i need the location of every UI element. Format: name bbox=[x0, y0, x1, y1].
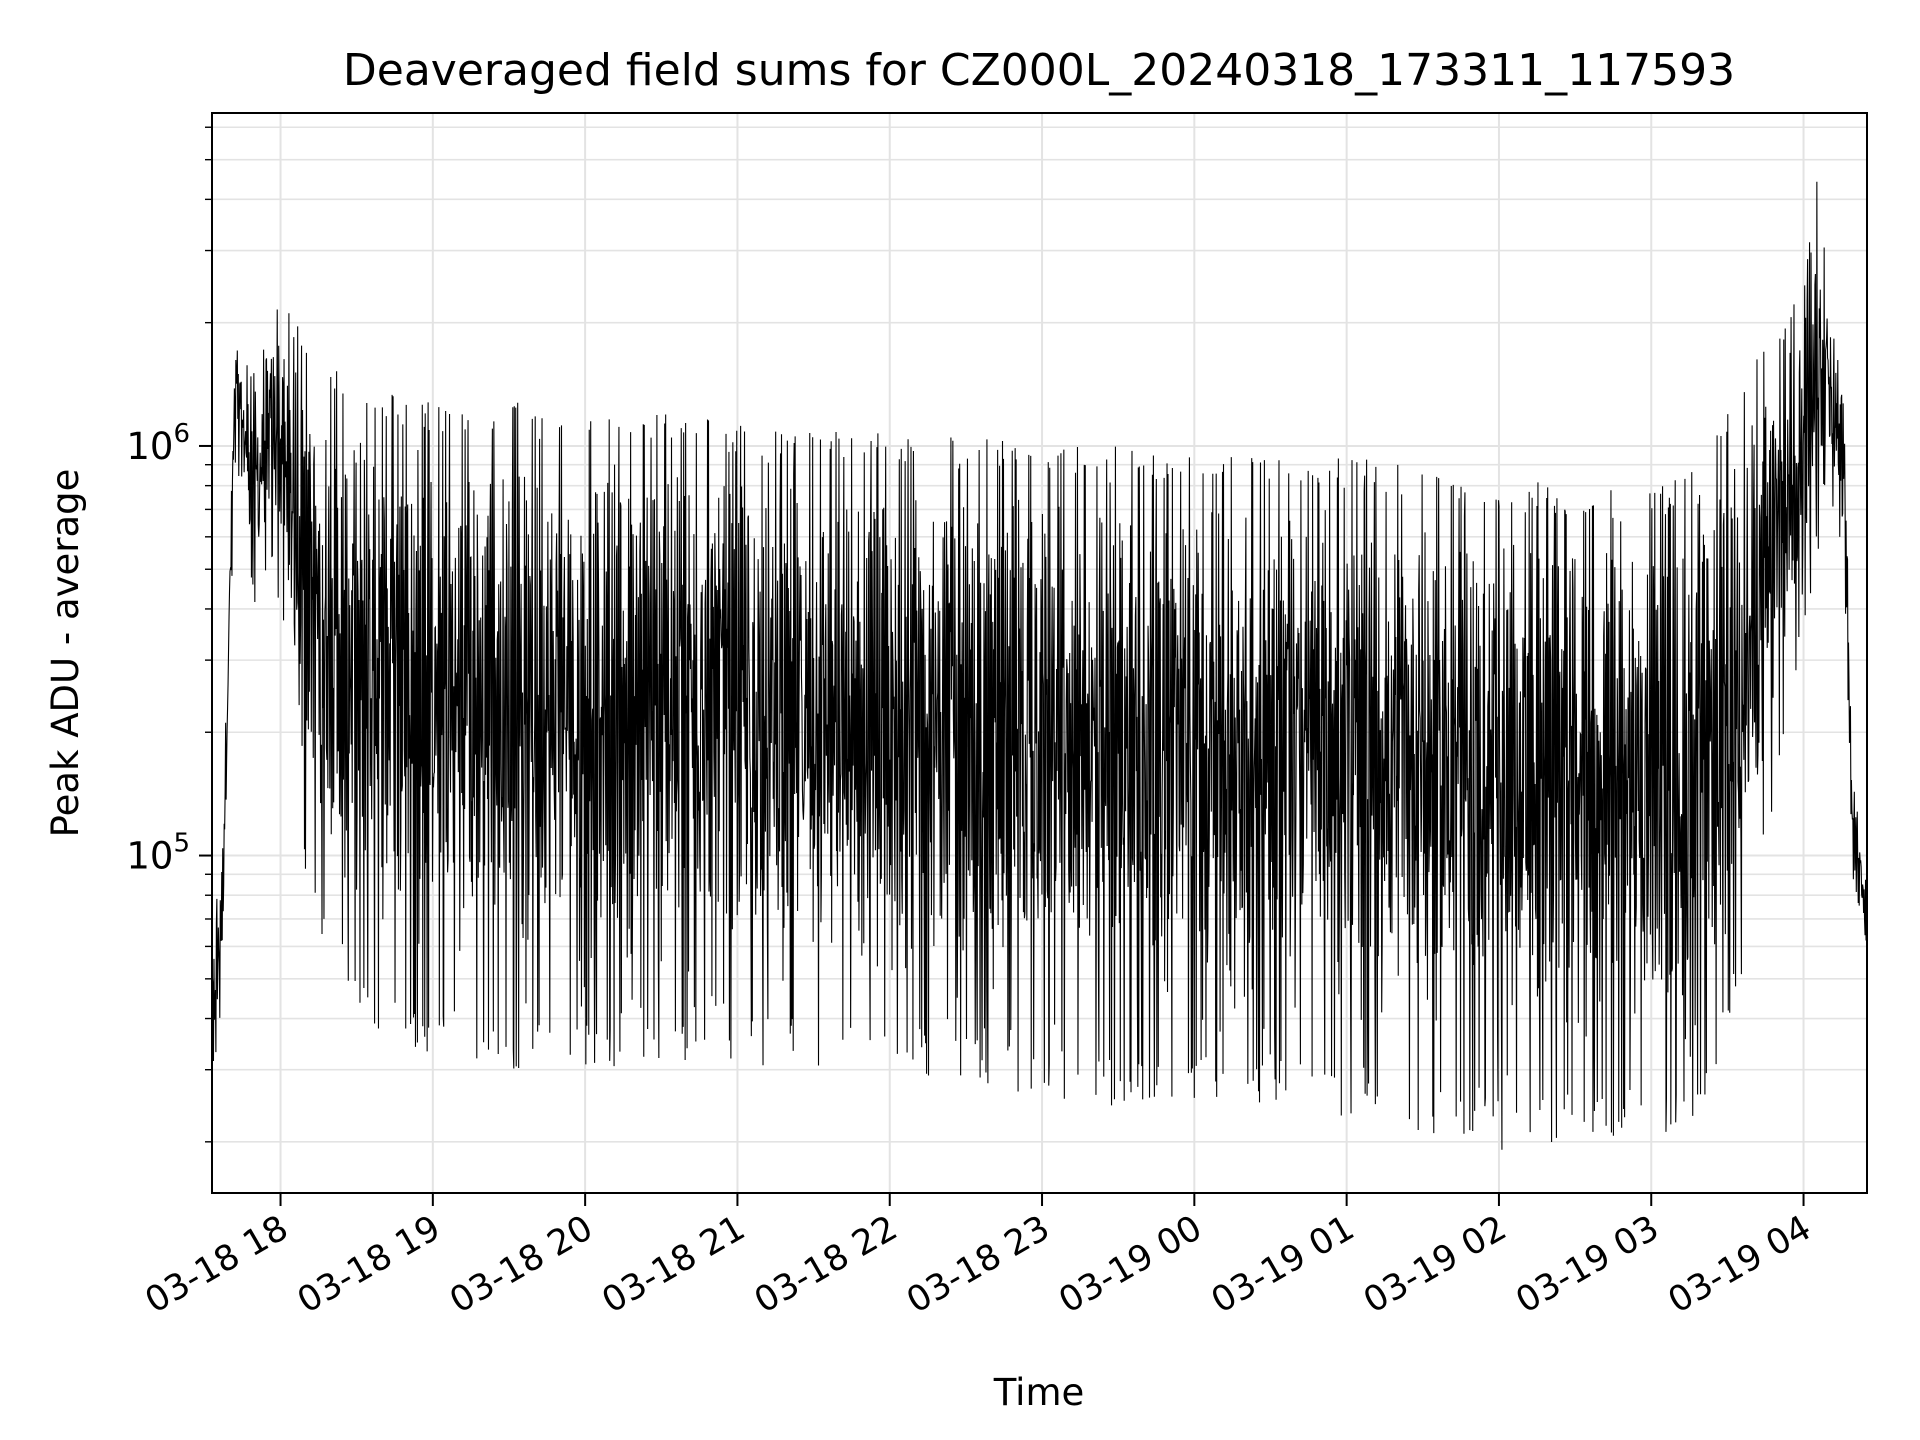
data-series bbox=[212, 181, 1867, 1150]
plot-frame bbox=[211, 112, 1868, 1194]
chart-title: Deaveraged field sums for CZ000L_2024031… bbox=[343, 45, 1735, 96]
y-axis-label: Peak ADU - average bbox=[44, 469, 87, 838]
y-tick-label: 106 bbox=[126, 419, 190, 468]
y-tick-label: 105 bbox=[126, 829, 190, 878]
x-axis-label: Time bbox=[993, 1371, 1085, 1414]
series-line bbox=[212, 181, 1867, 1150]
